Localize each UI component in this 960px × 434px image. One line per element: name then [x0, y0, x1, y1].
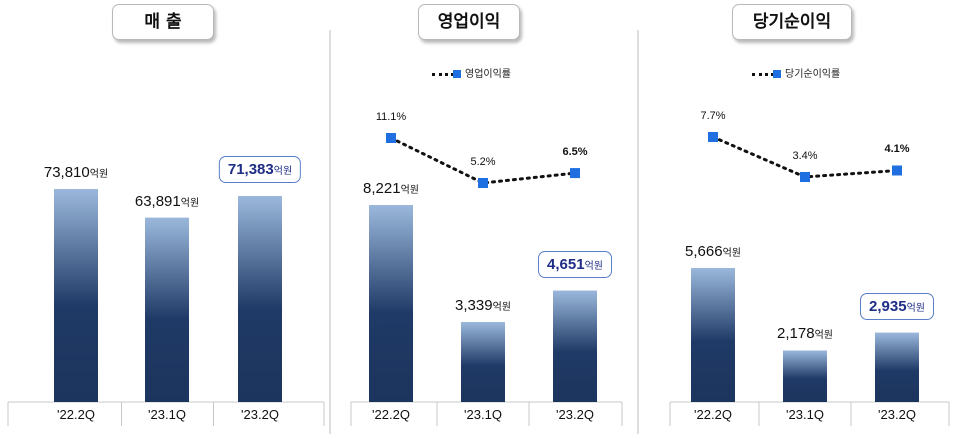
value-unit: 억원	[906, 302, 925, 314]
bar-value-label: 8,221억원	[363, 180, 419, 197]
panel-title-net-income: 당기순이익	[732, 4, 852, 40]
value-number: 3,339	[455, 296, 493, 314]
bar-232Q	[875, 332, 919, 402]
margin-label: 7.7%	[700, 110, 726, 122]
bar-222Q	[369, 205, 413, 402]
margin-marker	[800, 172, 810, 182]
value-number: 63,891	[134, 192, 181, 210]
bar-232Q	[238, 196, 282, 402]
margin-marker	[708, 132, 718, 142]
bar-value-label: 4,651억원	[538, 250, 612, 278]
bar-value-label: 63,891억원	[135, 193, 199, 210]
legend-label: 당기순이익률	[785, 69, 841, 80]
category-label: '22.2Q	[694, 407, 732, 422]
margin-marker	[478, 178, 488, 188]
margin-label: 5.2%	[470, 156, 496, 168]
bar-232Q	[553, 290, 597, 402]
bar-222Q	[691, 268, 735, 402]
margin-marker	[386, 133, 396, 143]
bar-231Q	[145, 217, 189, 402]
category-label: '22.2Q	[57, 407, 95, 422]
value-number: 2,178	[777, 325, 815, 343]
margin-label: 3.4%	[792, 150, 818, 162]
value-number: 4,651	[547, 255, 585, 273]
legend-net-margin: 당기순이익률	[752, 68, 840, 82]
panel-title-revenue: 매 출	[112, 4, 214, 40]
value-unit: 억원	[273, 166, 293, 177]
value-unit: 억원	[180, 197, 200, 209]
category-label: '22.2Q	[372, 407, 410, 422]
bar-value-label: 5,666억원	[685, 243, 741, 260]
value-unit: 억원	[722, 248, 741, 259]
value-unit: 억원	[89, 169, 109, 180]
value-unit: 억원	[814, 330, 833, 342]
value-number: 2,935	[869, 297, 907, 315]
margin-label: 6.5%	[562, 146, 588, 159]
legend-line-marker-icon	[432, 69, 462, 79]
bar-value-label: 73,810억원	[44, 164, 108, 181]
value-number: 73,810	[43, 164, 90, 181]
value-number: 71,383	[227, 161, 274, 178]
bar-231Q	[783, 350, 827, 402]
margin-marker	[892, 165, 902, 176]
panel-title-operating-profit: 영업이익	[418, 4, 520, 40]
value-unit: 억원	[400, 185, 419, 196]
bar-value-label: 2,935억원	[860, 292, 934, 320]
bar-231Q	[461, 321, 505, 402]
category-label: '23.1Q	[786, 407, 824, 422]
legend-line-marker-icon	[752, 69, 782, 79]
margin-label: 11.1%	[375, 111, 407, 123]
value-unit: 억원	[584, 260, 603, 272]
value-number: 8,221	[363, 180, 401, 197]
bar-value-label: 3,339억원	[455, 297, 511, 314]
legend-label: 영업이익률	[465, 69, 511, 80]
bar-value-label: 71,383억원	[218, 156, 302, 183]
value-number: 5,666	[685, 243, 723, 260]
bar-value-label: 2,178억원	[777, 325, 833, 342]
category-label: '23.2Q	[878, 407, 916, 422]
category-label: '23.1Q	[148, 407, 186, 422]
margin-marker	[570, 168, 580, 179]
bar-222Q	[54, 189, 98, 402]
value-unit: 억원	[492, 301, 511, 313]
legend-operating-margin: 영업이익률	[432, 68, 511, 82]
margin-label: 4.1%	[884, 143, 910, 156]
category-label: '23.2Q	[241, 407, 279, 422]
category-label: '23.1Q	[464, 407, 502, 422]
category-label: '23.2Q	[556, 407, 594, 422]
margin-line	[389, 136, 577, 185]
